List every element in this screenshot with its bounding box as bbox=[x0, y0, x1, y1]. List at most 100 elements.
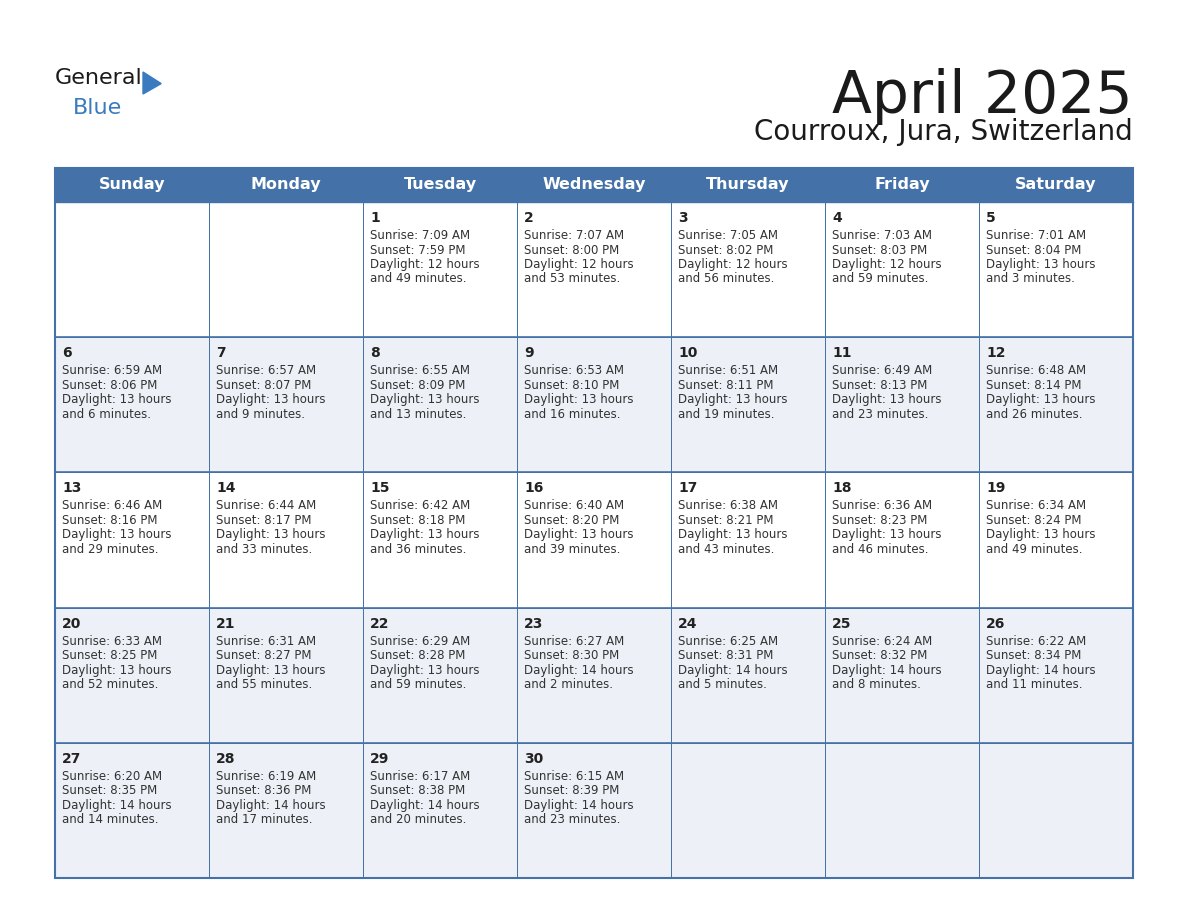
Text: 28: 28 bbox=[216, 752, 235, 766]
Text: 30: 30 bbox=[524, 752, 543, 766]
Text: Daylight: 13 hours: Daylight: 13 hours bbox=[216, 393, 326, 406]
Text: 20: 20 bbox=[62, 617, 81, 631]
Text: Daylight: 13 hours: Daylight: 13 hours bbox=[369, 664, 480, 677]
Text: 19: 19 bbox=[986, 481, 1005, 496]
Text: Sunset: 8:10 PM: Sunset: 8:10 PM bbox=[524, 379, 619, 392]
Text: and 43 minutes.: and 43 minutes. bbox=[678, 543, 775, 556]
Text: and 56 minutes.: and 56 minutes. bbox=[678, 273, 775, 285]
Text: Sunrise: 6:42 AM: Sunrise: 6:42 AM bbox=[369, 499, 470, 512]
Polygon shape bbox=[143, 72, 162, 94]
Text: 25: 25 bbox=[832, 617, 852, 631]
Text: Daylight: 13 hours: Daylight: 13 hours bbox=[216, 529, 326, 542]
Text: 29: 29 bbox=[369, 752, 390, 766]
Bar bbox=[517, 473, 671, 608]
Text: Sunset: 8:25 PM: Sunset: 8:25 PM bbox=[62, 649, 157, 662]
Text: Sunset: 8:16 PM: Sunset: 8:16 PM bbox=[62, 514, 158, 527]
Text: and 55 minutes.: and 55 minutes. bbox=[216, 678, 312, 691]
Text: Sunset: 8:13 PM: Sunset: 8:13 PM bbox=[832, 379, 928, 392]
Text: Sunset: 8:03 PM: Sunset: 8:03 PM bbox=[832, 243, 928, 256]
Text: Sunrise: 7:07 AM: Sunrise: 7:07 AM bbox=[524, 229, 624, 242]
Text: Sunset: 8:06 PM: Sunset: 8:06 PM bbox=[62, 379, 157, 392]
Text: and 5 minutes.: and 5 minutes. bbox=[678, 678, 767, 691]
Text: Sunset: 8:32 PM: Sunset: 8:32 PM bbox=[832, 649, 928, 662]
Text: 22: 22 bbox=[369, 617, 390, 631]
Text: Daylight: 13 hours: Daylight: 13 hours bbox=[369, 393, 480, 406]
Text: and 59 minutes.: and 59 minutes. bbox=[369, 678, 467, 691]
Text: Sunrise: 6:49 AM: Sunrise: 6:49 AM bbox=[832, 364, 933, 377]
Text: Daylight: 12 hours: Daylight: 12 hours bbox=[524, 258, 633, 271]
Bar bbox=[209, 473, 364, 608]
Text: Sunset: 8:18 PM: Sunset: 8:18 PM bbox=[369, 514, 466, 527]
Bar bbox=[979, 473, 1133, 608]
Text: 23: 23 bbox=[524, 617, 543, 631]
Bar bbox=[364, 608, 517, 743]
Bar bbox=[55, 743, 209, 878]
Bar bbox=[671, 743, 824, 878]
Text: Sunset: 8:36 PM: Sunset: 8:36 PM bbox=[216, 784, 311, 798]
Text: Sunrise: 6:51 AM: Sunrise: 6:51 AM bbox=[678, 364, 778, 377]
Bar bbox=[209, 337, 364, 473]
Text: and 6 minutes.: and 6 minutes. bbox=[62, 408, 151, 420]
Text: and 19 minutes.: and 19 minutes. bbox=[678, 408, 775, 420]
Text: Sunrise: 6:53 AM: Sunrise: 6:53 AM bbox=[524, 364, 624, 377]
Text: Sunset: 8:07 PM: Sunset: 8:07 PM bbox=[216, 379, 311, 392]
Text: Sunrise: 6:15 AM: Sunrise: 6:15 AM bbox=[524, 770, 624, 783]
Text: Sunset: 8:34 PM: Sunset: 8:34 PM bbox=[986, 649, 1081, 662]
Text: and 13 minutes.: and 13 minutes. bbox=[369, 408, 467, 420]
Text: Sunrise: 6:38 AM: Sunrise: 6:38 AM bbox=[678, 499, 778, 512]
Text: Daylight: 14 hours: Daylight: 14 hours bbox=[62, 799, 171, 812]
Text: 18: 18 bbox=[832, 481, 852, 496]
Text: Sunrise: 6:55 AM: Sunrise: 6:55 AM bbox=[369, 364, 470, 377]
Text: Sunrise: 6:40 AM: Sunrise: 6:40 AM bbox=[524, 499, 624, 512]
Text: Sunset: 8:24 PM: Sunset: 8:24 PM bbox=[986, 514, 1081, 527]
Text: 10: 10 bbox=[678, 346, 697, 360]
Text: 2: 2 bbox=[524, 211, 533, 225]
Bar bbox=[364, 337, 517, 473]
Text: 24: 24 bbox=[678, 617, 697, 631]
Text: Daylight: 13 hours: Daylight: 13 hours bbox=[369, 529, 480, 542]
Text: Sunset: 8:28 PM: Sunset: 8:28 PM bbox=[369, 649, 466, 662]
Bar bbox=[517, 743, 671, 878]
Text: Daylight: 13 hours: Daylight: 13 hours bbox=[524, 393, 633, 406]
Text: Sunrise: 6:24 AM: Sunrise: 6:24 AM bbox=[832, 634, 933, 647]
Text: Saturday: Saturday bbox=[1016, 177, 1097, 193]
Text: and 49 minutes.: and 49 minutes. bbox=[986, 543, 1082, 556]
Text: 12: 12 bbox=[986, 346, 1005, 360]
Text: Sunrise: 6:20 AM: Sunrise: 6:20 AM bbox=[62, 770, 162, 783]
Text: Courroux, Jura, Switzerland: Courroux, Jura, Switzerland bbox=[754, 118, 1133, 146]
Text: Wednesday: Wednesday bbox=[542, 177, 646, 193]
Text: Sunset: 8:35 PM: Sunset: 8:35 PM bbox=[62, 784, 157, 798]
Text: Sunrise: 6:46 AM: Sunrise: 6:46 AM bbox=[62, 499, 163, 512]
Text: 17: 17 bbox=[678, 481, 697, 496]
Text: and 16 minutes.: and 16 minutes. bbox=[524, 408, 620, 420]
Bar bbox=[209, 608, 364, 743]
Text: Sunset: 7:59 PM: Sunset: 7:59 PM bbox=[369, 243, 466, 256]
Text: Tuesday: Tuesday bbox=[404, 177, 476, 193]
Text: Daylight: 13 hours: Daylight: 13 hours bbox=[986, 393, 1095, 406]
Text: Sunrise: 6:27 AM: Sunrise: 6:27 AM bbox=[524, 634, 624, 647]
Bar bbox=[364, 473, 517, 608]
Text: Daylight: 12 hours: Daylight: 12 hours bbox=[678, 258, 788, 271]
Text: Daylight: 13 hours: Daylight: 13 hours bbox=[678, 529, 788, 542]
Bar bbox=[55, 168, 1133, 202]
Bar bbox=[55, 337, 209, 473]
Bar bbox=[55, 473, 209, 608]
Text: Sunset: 8:39 PM: Sunset: 8:39 PM bbox=[524, 784, 619, 798]
Text: 16: 16 bbox=[524, 481, 543, 496]
Text: Sunrise: 7:05 AM: Sunrise: 7:05 AM bbox=[678, 229, 778, 242]
Text: Sunset: 8:23 PM: Sunset: 8:23 PM bbox=[832, 514, 928, 527]
Bar bbox=[55, 608, 209, 743]
Text: Sunset: 8:21 PM: Sunset: 8:21 PM bbox=[678, 514, 773, 527]
Text: Sunset: 8:27 PM: Sunset: 8:27 PM bbox=[216, 649, 311, 662]
Text: Sunrise: 7:01 AM: Sunrise: 7:01 AM bbox=[986, 229, 1086, 242]
Text: 8: 8 bbox=[369, 346, 380, 360]
Bar bbox=[364, 202, 517, 337]
Bar bbox=[824, 473, 979, 608]
Text: 15: 15 bbox=[369, 481, 390, 496]
Text: 26: 26 bbox=[986, 617, 1005, 631]
Bar bbox=[979, 608, 1133, 743]
Text: and 26 minutes.: and 26 minutes. bbox=[986, 408, 1082, 420]
Text: and 17 minutes.: and 17 minutes. bbox=[216, 813, 312, 826]
Text: 4: 4 bbox=[832, 211, 842, 225]
Text: Daylight: 14 hours: Daylight: 14 hours bbox=[369, 799, 480, 812]
